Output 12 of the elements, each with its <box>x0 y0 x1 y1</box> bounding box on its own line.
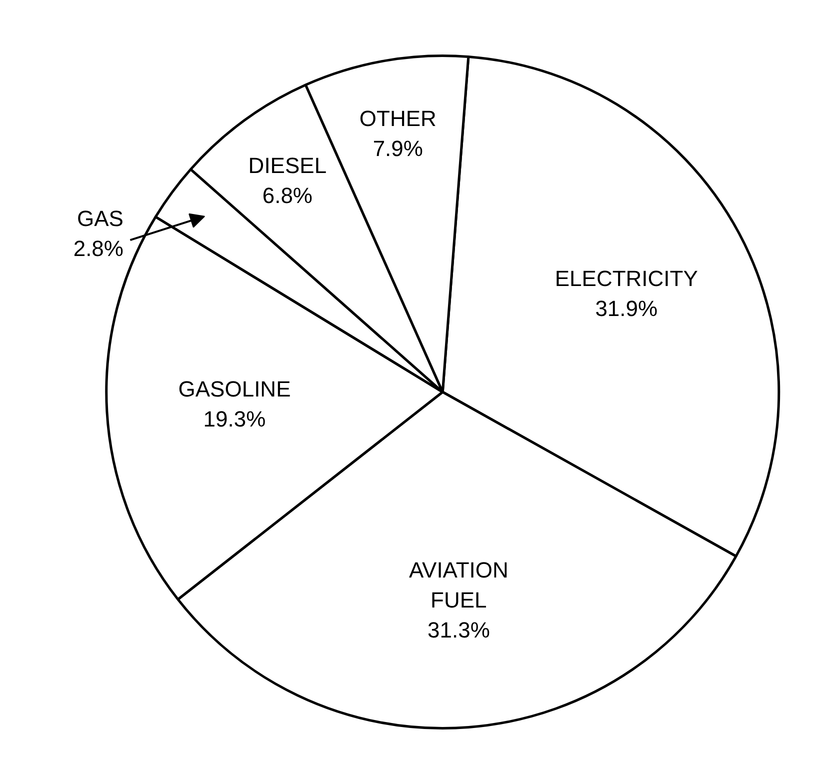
slice-label: GASOLINE <box>178 376 291 402</box>
slice-label: GAS <box>77 206 124 231</box>
data-label: 19.3% <box>203 406 266 432</box>
data-label: 31.9% <box>595 296 658 322</box>
slice-label: AVIATION FUEL <box>408 557 508 612</box>
data-label: 2.8% <box>73 236 124 261</box>
data-label: 31.3% <box>428 617 490 642</box>
slice-label: OTHER <box>359 106 436 132</box>
slice-label: DIESEL <box>248 153 327 178</box>
data-label: 7.9% <box>372 136 423 162</box>
slice-label: ELECTRICITY <box>554 266 698 292</box>
data-label: 6.8% <box>262 183 313 208</box>
